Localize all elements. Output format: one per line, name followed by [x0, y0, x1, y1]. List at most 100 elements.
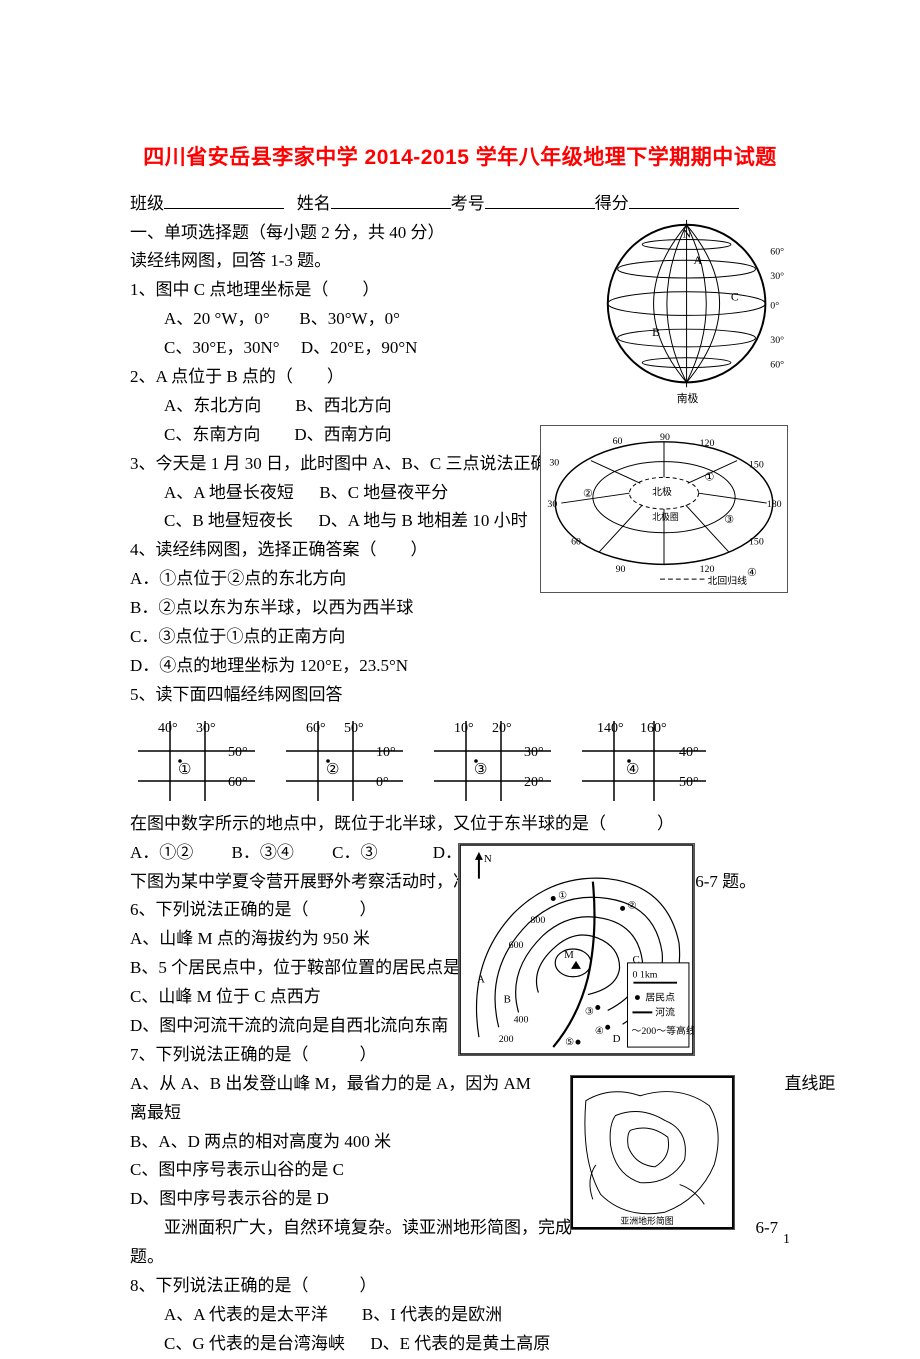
q5-grid-4: 140° 160° 40° 50° ④ — [574, 716, 714, 806]
svg-text:30°: 30° — [196, 721, 216, 736]
name-label: 姓名 — [297, 194, 331, 213]
svg-text:④: ④ — [747, 567, 757, 579]
q8-c[interactable]: C、G 代表的是台湾海峡 — [164, 1334, 345, 1353]
svg-text:40°: 40° — [158, 721, 178, 736]
svg-text:③: ③ — [724, 514, 734, 526]
svg-text:120: 120 — [700, 564, 715, 575]
q5-c[interactable]: C．③ — [332, 843, 377, 862]
figure-globe: N A C B 60° 30° 0° 30° 60° 南极 — [593, 210, 790, 407]
svg-text:140°: 140° — [597, 721, 624, 736]
svg-text:400: 400 — [514, 1014, 529, 1025]
svg-text:60: 60 — [613, 436, 623, 447]
svg-text:河流: 河流 — [655, 1005, 675, 1018]
svg-text:60°: 60° — [770, 360, 784, 371]
svg-text:④: ④ — [626, 762, 639, 778]
q5-a[interactable]: A．①② — [130, 843, 193, 862]
q5-grids: 40° 30° 50° 60° ① 60° 50° 10° 0° ② — [130, 716, 790, 806]
svg-text:①: ① — [558, 890, 567, 901]
svg-text:⑤: ⑤ — [565, 1037, 574, 1048]
q2-c[interactable]: C、东南方向 — [164, 425, 260, 444]
q8-d[interactable]: D、E 代表的是黄土高原 — [370, 1334, 550, 1353]
svg-text:30: 30 — [547, 499, 557, 510]
group3-intro-line2: 题。 — [130, 1243, 790, 1272]
svg-text:北回归线: 北回归线 — [707, 574, 747, 587]
svg-text:④: ④ — [595, 1026, 604, 1037]
q8-b[interactable]: B、I 代表的是欧洲 — [362, 1305, 502, 1324]
svg-text:0 1km: 0 1km — [632, 970, 657, 981]
svg-text:A: A — [477, 974, 485, 986]
svg-text:南极: 南极 — [677, 391, 699, 405]
q2-b[interactable]: B、西北方向 — [295, 396, 391, 415]
q2-a[interactable]: A、东北方向 — [164, 396, 261, 415]
svg-text:N: N — [683, 227, 692, 241]
class-blank[interactable] — [164, 191, 284, 209]
svg-text:200: 200 — [499, 1034, 514, 1045]
svg-text:①: ① — [705, 471, 715, 483]
q5-b[interactable]: B．③④ — [232, 843, 294, 862]
svg-text:10°: 10° — [454, 721, 474, 736]
svg-text:60°: 60° — [770, 246, 784, 257]
q3-b[interactable]: B、C 地昼夜平分 — [319, 483, 448, 502]
q1-c[interactable]: C、30°E，30N° — [164, 338, 280, 357]
q5-grid-2: 60° 50° 10° 0° ② — [278, 716, 408, 806]
svg-text:居民点: 居民点 — [645, 992, 675, 1004]
exam-title: 四川省安岳县李家中学 2014-2015 学年八年级地理下学期期中试题 — [130, 140, 790, 176]
svg-text:B: B — [504, 993, 511, 1005]
q2-d[interactable]: D、西南方向 — [294, 425, 391, 444]
q7-a-pre: A、从 A、B 出发登山峰 M，最省力的是 A，因为 AM — [130, 1074, 531, 1093]
svg-text:150: 150 — [749, 460, 764, 471]
class-label: 班级 — [130, 194, 164, 213]
q3-d[interactable]: D、A 地与 B 地相差 10 小时 — [318, 511, 527, 530]
svg-text:30°: 30° — [770, 271, 784, 282]
svg-text:40°: 40° — [679, 745, 699, 760]
svg-text:③: ③ — [474, 762, 487, 778]
q4-b[interactable]: B．②点以东为东半球，以西为西半球 — [130, 594, 790, 623]
figure-polar: 北极 北极圈 90 60 120 150 180 150 120 90 60 3… — [540, 425, 788, 593]
q8-options-row1: A、A 代表的是太平洋 B、I 代表的是欧洲 — [130, 1301, 790, 1330]
q8-options-row2: C、G 代表的是台湾海峡 D、E 代表的是黄土高原 — [130, 1330, 790, 1359]
svg-text:180: 180 — [767, 499, 782, 510]
examno-blank[interactable] — [485, 191, 595, 209]
svg-text:北极: 北极 — [652, 485, 672, 498]
q8-a[interactable]: A、A 代表的是太平洋 — [164, 1305, 328, 1324]
svg-text:30°: 30° — [524, 745, 544, 760]
svg-text:160°: 160° — [640, 721, 667, 736]
svg-text:150: 150 — [749, 537, 764, 548]
q4-c[interactable]: C．③点位于①点的正南方向 — [130, 623, 790, 652]
svg-text:②: ② — [628, 900, 637, 911]
svg-text:60°: 60° — [228, 775, 248, 790]
svg-text:0°: 0° — [770, 301, 779, 312]
svg-text:120: 120 — [700, 438, 715, 449]
q8-stem: 8、下列说法正确的是（ ） — [130, 1272, 790, 1301]
svg-text:50°: 50° — [228, 745, 248, 760]
name-blank[interactable] — [331, 191, 451, 209]
svg-text:50°: 50° — [344, 721, 364, 736]
q5-sub-stem: 在图中数字所示的地点中，既位于北半球，又位于东半球的是（ ） — [130, 810, 790, 839]
q4-d[interactable]: D．④点的地理坐标为 120°E，23.5°N — [130, 652, 790, 681]
q5-stem: 5、读下面四幅经纬网图回答 — [130, 681, 790, 710]
svg-text:600: 600 — [509, 940, 524, 951]
q3-c[interactable]: C、B 地昼短夜长 — [164, 511, 293, 530]
svg-text:C: C — [731, 290, 739, 304]
page-number: 1 — [783, 1228, 790, 1252]
q1-a[interactable]: A、20 °W，0° — [164, 309, 270, 328]
svg-text:②: ② — [583, 488, 593, 500]
svg-text:③: ③ — [585, 1006, 594, 1017]
examno-label: 考号 — [451, 194, 485, 213]
svg-text:D: D — [613, 1033, 621, 1045]
group3-intro-pre: 亚洲面积广大，自然环境复杂。读亚洲地形简图，完成 — [130, 1218, 572, 1237]
q1-d[interactable]: D、20°E，90°N — [301, 338, 418, 357]
svg-text:50°: 50° — [679, 775, 699, 790]
q3-a[interactable]: A、A 地昼长夜短 — [164, 483, 294, 502]
svg-text:②: ② — [326, 762, 339, 778]
figure-asia-map: 亚洲地形简图 — [570, 1075, 735, 1230]
svg-text:N: N — [484, 853, 492, 865]
svg-text:60°: 60° — [306, 721, 326, 736]
q1-b[interactable]: B、30°W，0° — [299, 309, 399, 328]
svg-text:B: B — [652, 325, 660, 339]
svg-text:北极圈: 北极圈 — [652, 511, 679, 522]
figure-contour: N 200 400 600 800 M ① ② ③ ④ ⑤ A B C D 0 … — [458, 843, 695, 1056]
svg-text:10°: 10° — [376, 745, 396, 760]
score-blank[interactable] — [629, 191, 739, 209]
svg-text:～200～等高线: ～200～等高线 — [631, 1024, 694, 1037]
